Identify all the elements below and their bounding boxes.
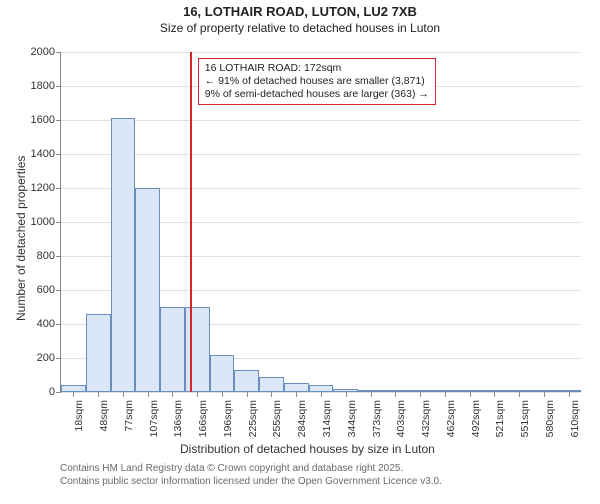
x-tick [148,392,149,397]
bar [111,118,136,392]
y-tick-label: 1200 [31,182,61,194]
x-tick-label: 551sqm [515,400,531,437]
x-tick-label: 225sqm [243,400,259,437]
bar [284,383,309,392]
x-tick-label: 18sqm [69,400,85,432]
bar [259,377,284,392]
x-tick [470,392,471,397]
x-tick [222,392,223,397]
gridline [61,52,581,53]
y-tick-label: 1400 [31,148,61,160]
x-tick [123,392,124,397]
y-axis-label: Number of detached properties [14,155,28,320]
chart-title: 16, LOTHAIR ROAD, LUTON, LU2 7XB [0,4,600,19]
y-tick-label: 800 [37,250,61,262]
x-tick [296,392,297,397]
x-tick [172,392,173,397]
x-tick-label: 255sqm [267,400,283,437]
x-tick-label: 462sqm [441,400,457,437]
x-tick-label: 166sqm [193,400,209,437]
annotation-box: 16 LOTHAIR ROAD: 172sqm← 91% of detached… [198,58,436,105]
y-tick-label: 1800 [31,80,61,92]
x-tick-label: 344sqm [342,400,358,437]
x-tick [395,392,396,397]
x-tick [73,392,74,397]
x-tick [519,392,520,397]
x-tick-label: 580sqm [540,400,556,437]
y-tick-label: 1600 [31,114,61,126]
x-tick-label: 610sqm [565,400,581,437]
x-tick-label: 136sqm [168,400,184,437]
x-tick [247,392,248,397]
x-tick-label: 521sqm [490,400,506,437]
bar [160,307,185,392]
plot-area: 020040060080010001200140016001800200018s… [60,52,581,393]
x-tick [271,392,272,397]
annotation-line: ← 91% of detached houses are smaller (3,… [205,75,429,88]
y-tick-label: 1000 [31,216,61,228]
x-tick-label: 196sqm [218,400,234,437]
annotation-line: 16 LOTHAIR ROAD: 172sqm [205,62,429,75]
x-tick [321,392,322,397]
attribution-line-1: Contains HM Land Registry data © Crown c… [60,462,442,475]
y-tick-label: 200 [37,352,61,364]
chart-container: 16, LOTHAIR ROAD, LUTON, LU2 7XB Size of… [0,4,600,504]
marker-line [190,52,192,392]
x-tick-label: 432sqm [416,400,432,437]
attribution: Contains HM Land Registry data © Crown c… [60,462,442,488]
x-tick [371,392,372,397]
x-tick [98,392,99,397]
gridline [61,120,581,121]
bar [185,307,210,392]
bar [135,188,160,392]
x-tick-label: 107sqm [144,400,160,437]
x-tick-label: 373sqm [367,400,383,437]
bar [86,314,111,392]
bar [309,385,334,392]
attribution-line-2: Contains public sector information licen… [60,475,442,488]
x-tick-label: 314sqm [317,400,333,437]
x-tick [346,392,347,397]
y-tick-label: 0 [49,386,61,398]
x-tick [544,392,545,397]
chart-subtitle: Size of property relative to detached ho… [0,21,600,35]
annotation-line: 9% of semi-detached houses are larger (3… [205,88,429,101]
x-tick-label: 403sqm [391,400,407,437]
y-tick-label: 400 [37,318,61,330]
x-axis-label: Distribution of detached houses by size … [180,442,435,456]
bar [61,385,86,392]
x-tick-label: 284sqm [292,400,308,437]
y-tick-label: 2000 [31,46,61,58]
x-tick [197,392,198,397]
gridline [61,154,581,155]
x-tick-label: 492sqm [466,400,482,437]
x-tick [494,392,495,397]
bar [210,355,235,392]
x-tick [569,392,570,397]
bar [234,370,259,392]
x-tick [420,392,421,397]
y-tick-label: 600 [37,284,61,296]
x-tick-label: 77sqm [119,400,135,432]
x-tick-label: 48sqm [94,400,110,432]
x-tick [445,392,446,397]
